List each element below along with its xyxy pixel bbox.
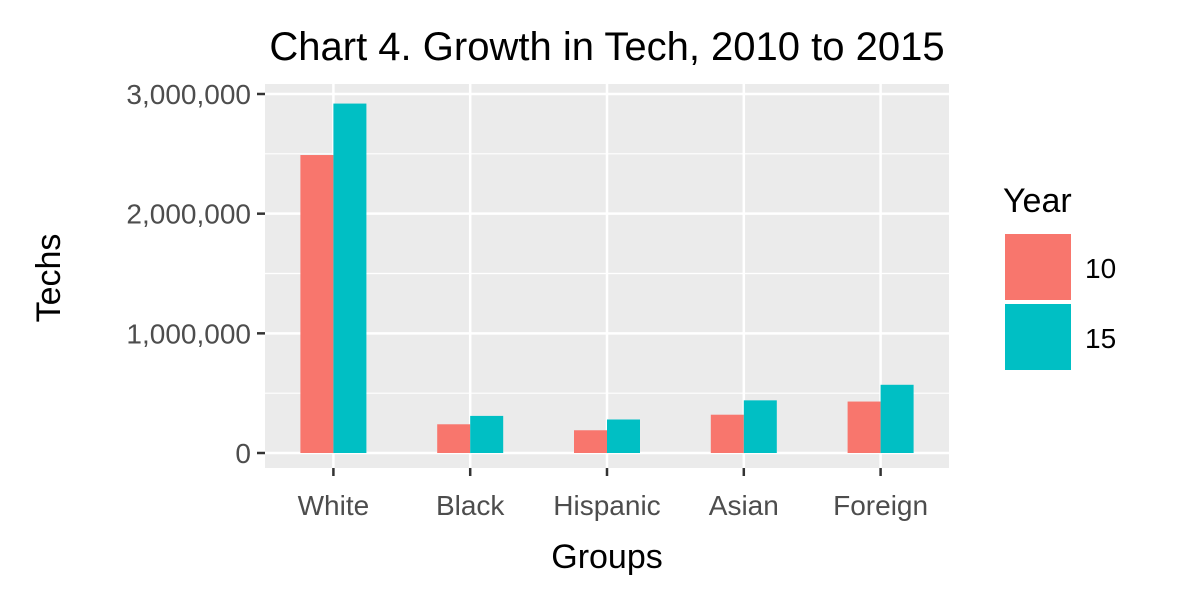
x-tick-label: White bbox=[298, 490, 370, 521]
bar-black-10 bbox=[437, 424, 471, 453]
legend-title: Year bbox=[1003, 182, 1072, 220]
y-tick-label: 1,000,000 bbox=[126, 318, 251, 349]
x-tick-label: Foreign bbox=[833, 490, 928, 521]
legend-key-15 bbox=[1005, 304, 1071, 370]
x-axis-title: Groups bbox=[551, 538, 663, 576]
y-axis-title: Techs bbox=[30, 234, 68, 323]
x-axis: White Black Hispanic Asian Foreign bbox=[298, 468, 928, 521]
x-tick-label: Hispanic bbox=[553, 490, 660, 521]
bar-white-15 bbox=[333, 103, 367, 453]
legend-label: 15 bbox=[1085, 323, 1116, 354]
y-tick-label: 3,000,000 bbox=[126, 79, 251, 110]
bar-asian-10 bbox=[710, 414, 744, 453]
chart-title: Chart 4. Growth in Tech, 2010 to 2015 bbox=[269, 25, 944, 69]
legend-label: 10 bbox=[1085, 253, 1116, 284]
x-tick-label: Asian bbox=[709, 490, 779, 521]
y-tick-label: 0 bbox=[235, 438, 251, 469]
bar-hispanic-15 bbox=[607, 419, 640, 453]
legend-key-10 bbox=[1005, 234, 1071, 300]
bar-black-15 bbox=[470, 415, 504, 453]
legend: Year 10 15 bbox=[1003, 182, 1116, 370]
y-axis: 0 1,000,000 2,000,000 3,000,000 bbox=[126, 79, 265, 469]
bar-white-10 bbox=[300, 155, 334, 453]
y-tick-label: 2,000,000 bbox=[126, 199, 251, 230]
bar-asian-15 bbox=[743, 400, 777, 453]
bar-hispanic-10 bbox=[574, 430, 607, 453]
bars bbox=[300, 103, 914, 453]
bar-foreign-10 bbox=[847, 401, 881, 453]
x-tick-label: Black bbox=[436, 490, 505, 521]
bar-foreign-15 bbox=[880, 384, 914, 453]
